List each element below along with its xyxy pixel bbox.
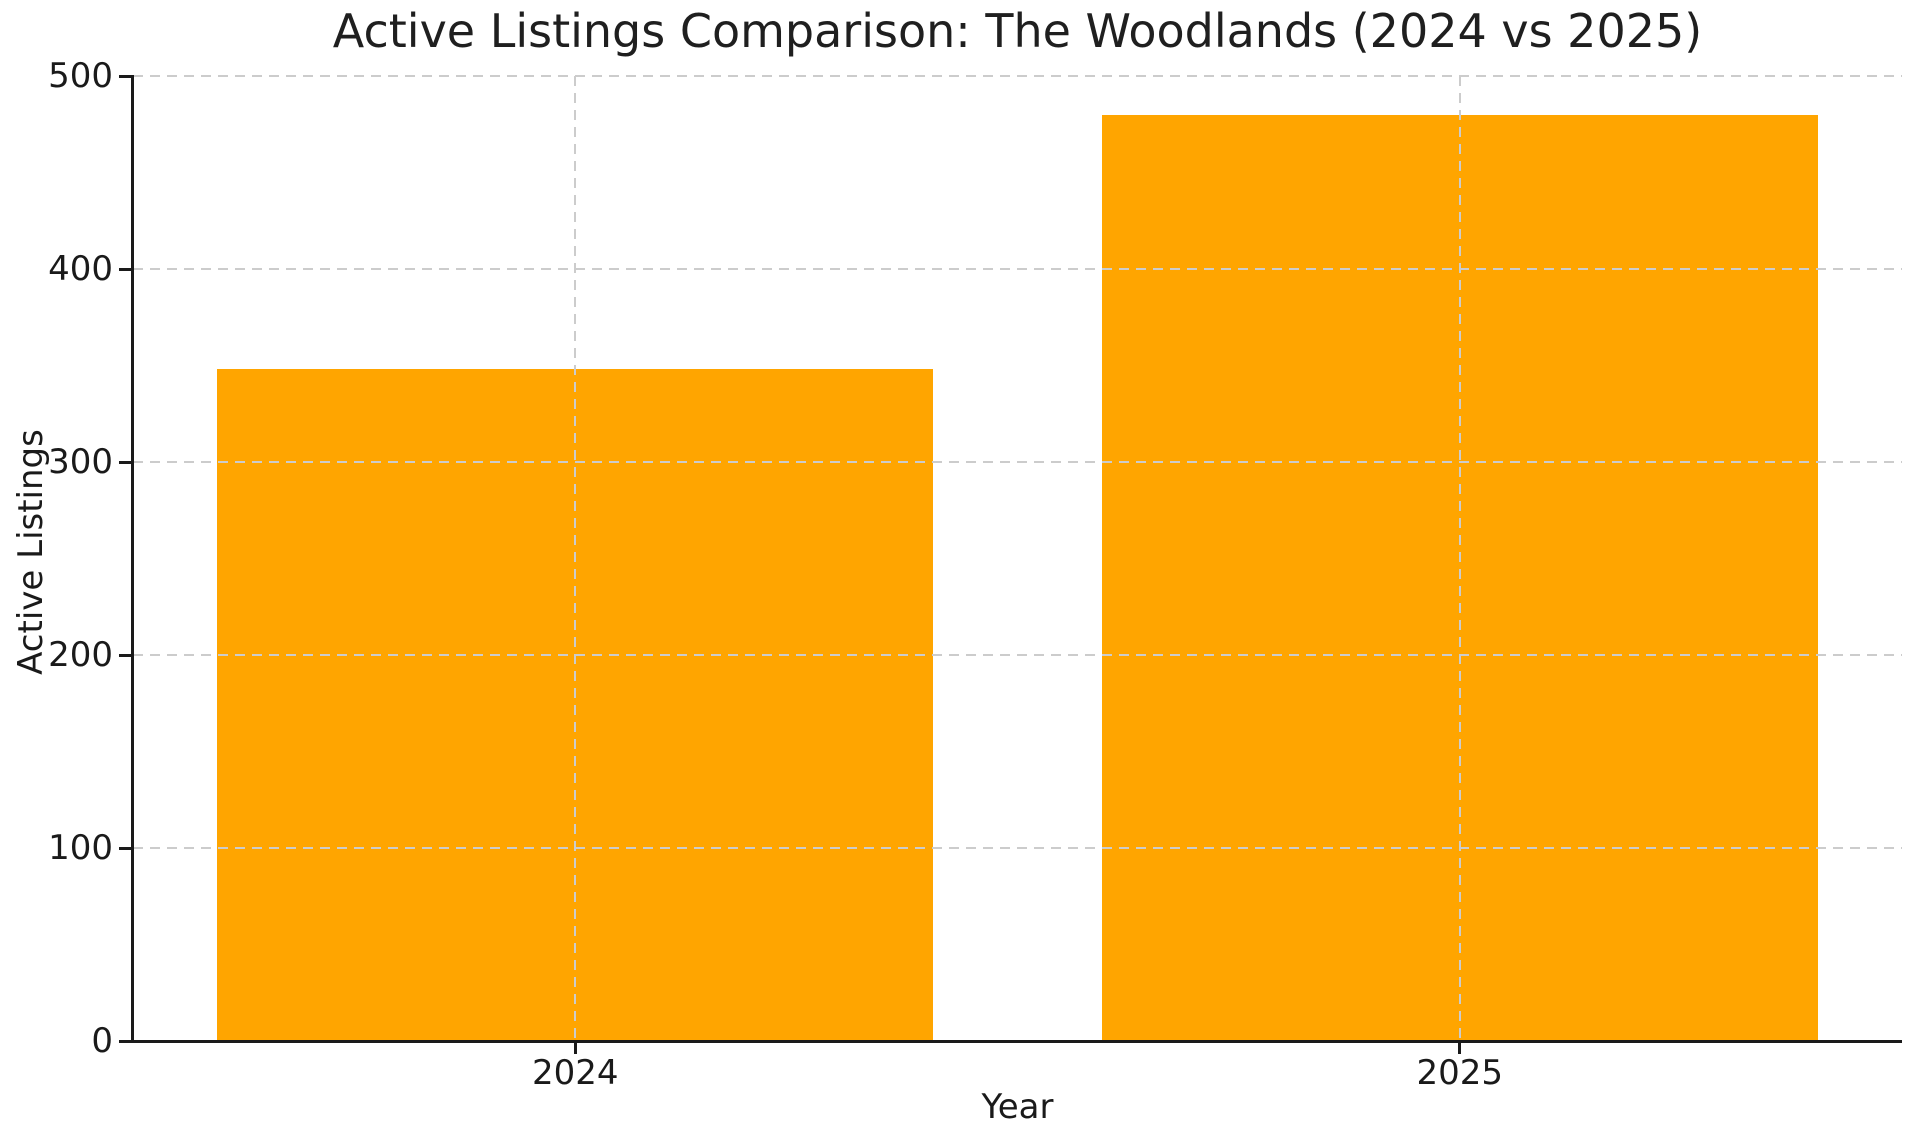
y-gridline-300 bbox=[133, 461, 1902, 463]
y-tick-label-100: 100 bbox=[48, 828, 113, 868]
y-tick-label-300: 300 bbox=[48, 442, 113, 482]
chart-title: Active Listings Comparison: The Woodland… bbox=[332, 4, 1703, 58]
y-tick-300 bbox=[119, 460, 131, 464]
x-axis-label: Year bbox=[981, 1087, 1054, 1127]
y-tick-label-200: 200 bbox=[48, 635, 113, 675]
x-tick-label-2025: 2025 bbox=[1416, 1053, 1504, 1093]
y-axis-label: Active Listings bbox=[11, 429, 51, 675]
y-tick-200 bbox=[119, 653, 131, 657]
x-tick-label-2024: 2024 bbox=[531, 1053, 619, 1093]
y-tick-500 bbox=[119, 74, 131, 78]
y-gridline-200 bbox=[133, 654, 1902, 656]
y-gridline-500 bbox=[133, 75, 1902, 77]
y-tick-100 bbox=[119, 846, 131, 850]
y-tick-label-400: 400 bbox=[48, 249, 113, 289]
y-tick-400 bbox=[119, 267, 131, 271]
y-gridline-400 bbox=[133, 268, 1902, 270]
x-gridline-2025 bbox=[1458, 76, 1461, 1041]
x-gridline-2024 bbox=[574, 76, 577, 1041]
x-axis-spine bbox=[131, 1040, 1902, 1043]
y-gridline-100 bbox=[133, 847, 1902, 849]
x-tick-2024 bbox=[573, 1042, 577, 1054]
plot-area: 2024 2025 0 100 200 300 400 500 bbox=[48, 57, 1902, 1093]
y-axis-spine bbox=[131, 75, 134, 1043]
y-tick-label-0: 0 bbox=[91, 1021, 113, 1061]
y-tick-0 bbox=[119, 1039, 131, 1043]
x-tick-2025 bbox=[1458, 1042, 1462, 1054]
y-tick-label-500: 500 bbox=[48, 56, 113, 96]
